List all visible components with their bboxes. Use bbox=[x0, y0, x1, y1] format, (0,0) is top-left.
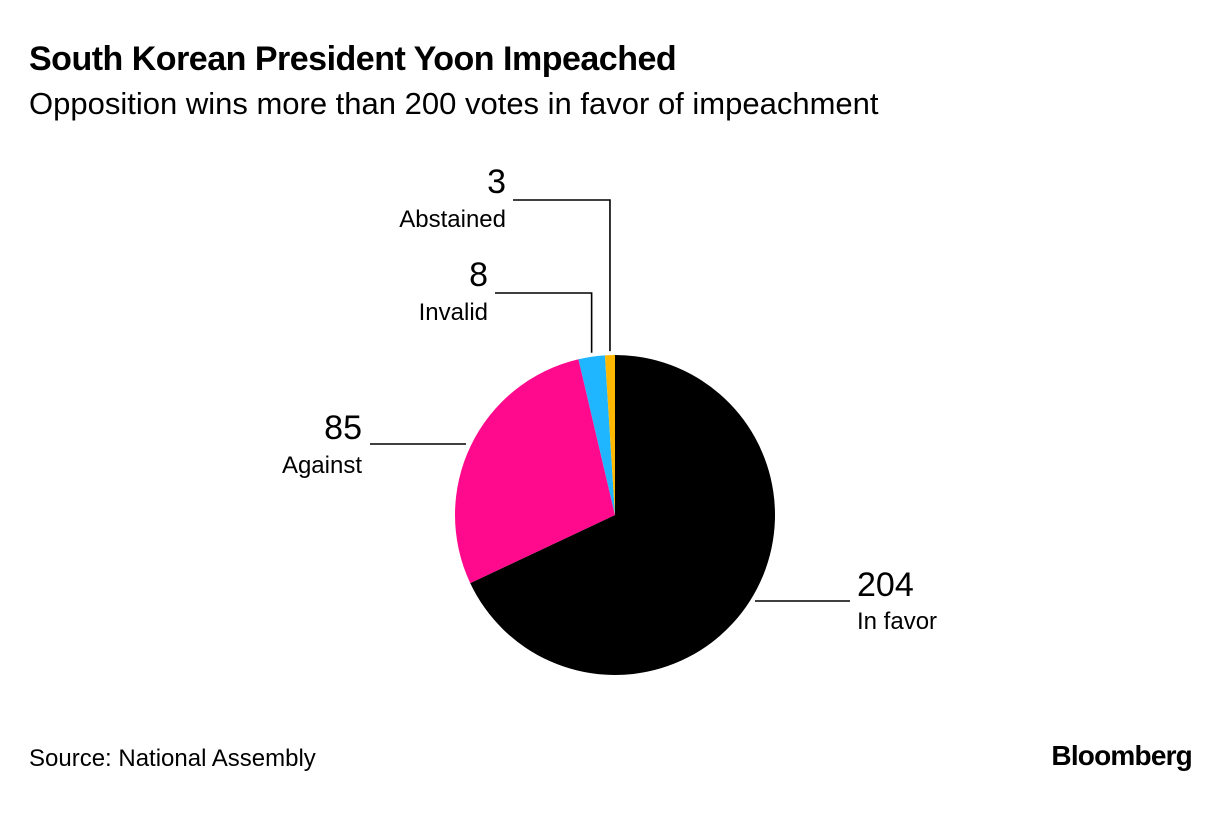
leader-line-abstained bbox=[513, 199, 611, 352]
chart-subtitle: Opposition wins more than 200 votes in f… bbox=[29, 86, 879, 121]
abstained-value-label: 3 bbox=[487, 163, 506, 201]
pie-slice-invalid bbox=[578, 355, 615, 515]
leader-lines bbox=[370, 199, 850, 602]
leader-line-invalid bbox=[495, 292, 593, 353]
against-value-label: 85 bbox=[324, 409, 362, 447]
in-favor-value-label: 204 bbox=[857, 566, 914, 604]
pie-slice-against bbox=[455, 359, 615, 584]
in-favor-category-label: In favor bbox=[857, 608, 937, 635]
abstained-category-label: Abstained bbox=[399, 206, 506, 233]
bloomberg-logo: Bloomberg bbox=[1051, 740, 1192, 771]
source-note: Source: National Assembly bbox=[29, 745, 316, 772]
pie-slice-in-favor bbox=[470, 355, 775, 675]
pie-slices bbox=[455, 355, 775, 675]
invalid-category-label: Invalid bbox=[419, 299, 488, 326]
pie-slice-abstained bbox=[604, 355, 615, 515]
invalid-value-label: 8 bbox=[469, 256, 488, 294]
chart-title: South Korean President Yoon Impeached bbox=[29, 40, 677, 78]
against-category-label: Against bbox=[282, 452, 362, 479]
